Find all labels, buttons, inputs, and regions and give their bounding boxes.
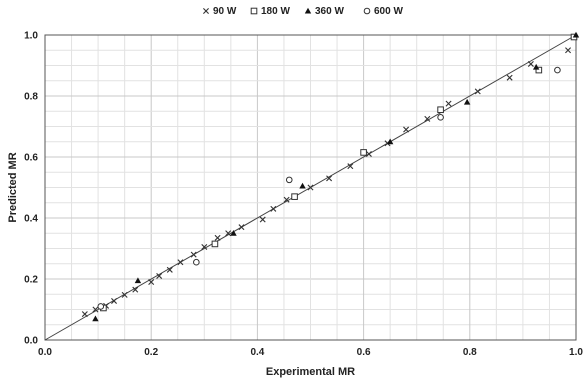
data-point-triangle bbox=[572, 31, 580, 38]
data-point-x bbox=[214, 234, 221, 241]
legend-marker-shape bbox=[203, 8, 209, 14]
y-tick-label: 0.0 bbox=[24, 336, 38, 347]
legend-marker-x bbox=[203, 8, 209, 14]
data-point-x bbox=[424, 115, 431, 122]
data-point-square bbox=[437, 106, 444, 114]
data-point-x bbox=[326, 175, 333, 182]
legend-label-360w: 360 W bbox=[315, 6, 344, 17]
x-tick-label: 0.4 bbox=[250, 347, 264, 358]
data-point-x bbox=[270, 205, 277, 212]
legend-label-90w: 90 W bbox=[213, 6, 237, 17]
legend-marker-square bbox=[250, 7, 258, 15]
data-point-x bbox=[92, 306, 99, 313]
y-tick-label: 0.8 bbox=[24, 92, 38, 103]
data-point-x bbox=[307, 184, 314, 191]
data-point-triangle bbox=[463, 98, 471, 105]
data-point-x bbox=[259, 216, 266, 223]
data-point-x bbox=[148, 279, 155, 286]
plot-area-border bbox=[44, 34, 577, 341]
y-tick-label: 0.2 bbox=[24, 275, 38, 286]
data-point-x bbox=[445, 100, 452, 107]
data-point-square bbox=[535, 66, 543, 74]
legend-item-90w: 90 W bbox=[203, 6, 237, 17]
data-point-triangle bbox=[532, 63, 540, 70]
legend-label-600w: 600 W bbox=[374, 6, 403, 17]
data-point-x bbox=[177, 259, 184, 266]
legend-item-600w: 600 W bbox=[363, 6, 403, 17]
y-tick-label: 0.4 bbox=[24, 214, 38, 225]
x-axis-ticks: 0.0 0.2 0.4 0.6 0.8 1.0 bbox=[38, 347, 583, 358]
data-point-triangle bbox=[92, 315, 99, 322]
data-point-square bbox=[211, 240, 219, 248]
legend-item-360w: 360 W bbox=[304, 6, 344, 17]
legend-marker-shape bbox=[363, 7, 371, 15]
data-point-x bbox=[166, 266, 173, 273]
legend-item-180w: 180 W bbox=[250, 6, 290, 17]
data-point-square bbox=[291, 193, 298, 200]
legend-marker-shape bbox=[304, 7, 312, 14]
data-point-x bbox=[156, 272, 163, 279]
legend-marker-shape bbox=[250, 7, 258, 15]
data-point-x bbox=[403, 126, 410, 133]
y-tick-label: 0.6 bbox=[24, 153, 38, 164]
data-point-circle bbox=[193, 258, 200, 266]
y-axis-ticks: 0.0 0.2 0.4 0.6 0.8 1.0 bbox=[24, 31, 38, 347]
x-tick-label: 0.6 bbox=[357, 347, 371, 358]
data-point-triangle bbox=[134, 277, 142, 284]
data-point-triangle bbox=[386, 138, 394, 145]
x-axis-title: Experimental MR bbox=[266, 366, 355, 378]
data-point-circle bbox=[285, 176, 293, 184]
data-point-x bbox=[238, 224, 245, 231]
data-points bbox=[81, 31, 580, 322]
data-point-x bbox=[283, 196, 290, 203]
data-point-circle bbox=[554, 66, 561, 74]
data-point-x bbox=[347, 163, 354, 170]
data-point-triangle bbox=[299, 182, 306, 189]
data-point-x bbox=[201, 243, 208, 250]
x-tick-label: 0.2 bbox=[144, 347, 158, 358]
data-point-x bbox=[527, 60, 534, 67]
data-point-x bbox=[121, 291, 128, 298]
data-point-x bbox=[565, 47, 572, 54]
series-600w bbox=[97, 66, 561, 310]
data-point-x bbox=[132, 286, 139, 293]
data-point-square bbox=[360, 149, 367, 156]
x-tick-label: 1.0 bbox=[569, 347, 583, 358]
legend-label-180w: 180 W bbox=[261, 6, 290, 17]
data-point-triangle bbox=[230, 230, 237, 236]
legend-marker-triangle bbox=[304, 7, 312, 14]
data-point-x bbox=[506, 74, 513, 81]
x-tick-label: 0.8 bbox=[463, 347, 477, 358]
y-tick-label: 1.0 bbox=[24, 31, 38, 42]
legend: 90 W 180 W 360 W 600 W bbox=[203, 6, 403, 17]
x-tick-label: 0.0 bbox=[38, 347, 52, 358]
data-point-x bbox=[190, 251, 197, 258]
data-point-x bbox=[225, 230, 232, 237]
series-360w bbox=[92, 31, 580, 322]
data-point-x bbox=[111, 297, 118, 304]
data-point-x bbox=[365, 150, 372, 157]
data-point-circle bbox=[97, 303, 105, 310]
legend-marker-circle bbox=[363, 7, 371, 15]
data-point-circle bbox=[437, 114, 444, 121]
data-point-x bbox=[474, 88, 481, 95]
data-point-x bbox=[81, 311, 88, 318]
y-axis-title: Predicted MR bbox=[7, 152, 19, 222]
